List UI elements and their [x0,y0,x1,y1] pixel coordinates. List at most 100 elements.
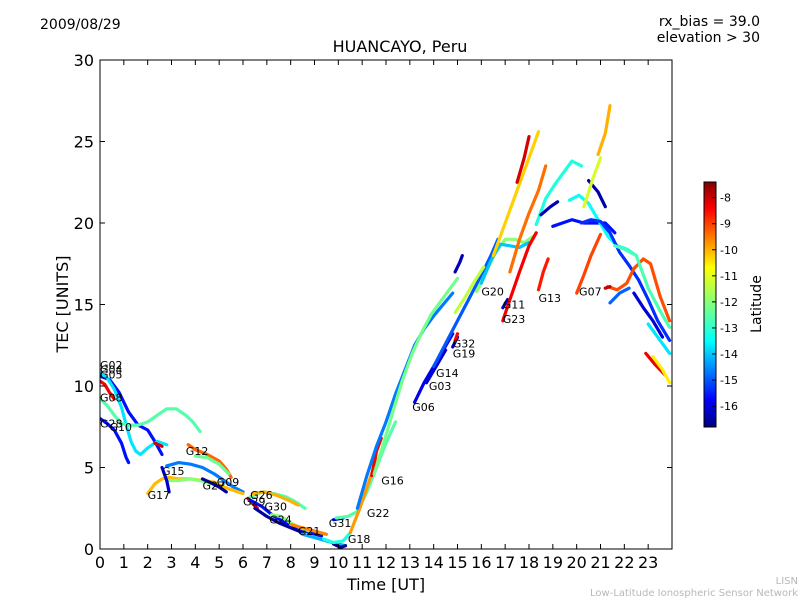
prn-label: G22 [367,507,390,520]
y-axis-label: TEC [UNITS] [53,256,72,354]
y-tick-label: 10 [74,377,94,396]
satellite-trace-g09 [160,465,171,494]
colorbar-tick-label: -9 [720,218,731,231]
colorbar-tick-label: -12 [720,296,738,309]
y-tick-label: 5 [84,459,94,478]
footer-network-full: Low-Latitude Ionospheric Sensor Network [590,588,798,599]
prn-label: G05 [100,369,123,382]
satellite-trace-g07e [596,104,612,157]
prn-label: G28 [100,417,123,430]
x-tick-label: 3 [166,553,176,572]
satellite-trace-g23b [508,164,548,274]
prn-label: G10 [110,421,133,434]
satellite-trace-g32b [453,265,486,315]
y-tick-label: 20 [74,214,94,233]
prn-label: G30 [264,501,287,514]
prn-label: G18 [348,533,371,546]
x-tick-label: 11 [352,553,372,572]
prn-label: G16 [381,475,404,488]
x-tick-label: 4 [190,553,200,572]
x-tick-label: 15 [447,553,467,572]
colorbar-tick-label: -8 [720,192,731,205]
prn-label: G07 [579,285,602,298]
satellite-trace-g23c [515,135,531,184]
prn-label: G04 [100,364,123,377]
prn-label: G12 [186,445,209,458]
colorbar-tick-label: -10 [720,244,738,257]
prn-label: G03 [429,380,452,393]
x-tick-label: 10 [328,553,348,572]
colorbar-label: Latitude [749,275,765,333]
series-layer [100,104,672,549]
satellite-trace-g07c [579,218,672,342]
x-tick-label: 22 [614,553,634,572]
prn-label: G08 [100,391,123,404]
prn-label: G02 [100,359,123,372]
satellite-trace-g13d [539,200,560,217]
prn-label: G19 [453,347,476,360]
x-tick-label: 6 [238,553,248,572]
satellite-trace-g25e [632,291,665,339]
colorbar-tick-label: -11 [720,270,738,283]
colorbar-ticks: -8 -9 -10 -11 -12 -13 -14 -15 -16 [712,192,738,413]
x-axis-label: Time [UT] [346,575,425,594]
satellite-trace-g26b [250,490,300,507]
satellite-trace-g14 [432,237,500,368]
prn-label: G27 [202,479,225,492]
colorbar [703,181,717,428]
satellite-trace-g15 [165,461,245,494]
satellite-trace-g30 [248,498,324,538]
satellite-trace-g07f [582,156,603,209]
prn-label: G20 [481,285,504,298]
prn-label: G24 [269,514,292,527]
x-tick-label: 13 [400,553,420,572]
prn-label: G23 [503,313,526,326]
prn-label: G32 [453,338,476,351]
satellite-trace-g25d [613,244,672,329]
x-tick-label: 2 [143,553,153,572]
satellite-trace-g05 [100,379,116,401]
satellite-trace-g27 [200,477,228,494]
satellite-trace-g23 [501,231,538,323]
satellite-trace-g32c [453,254,464,274]
satellite-trace-g03 [424,348,448,385]
x-tick-label: 14 [423,553,443,572]
footer-network-short: LISN [775,576,798,587]
x-tick-label: 20 [566,553,586,572]
prn-label: G26 [250,489,273,502]
prn-label: G17 [148,489,171,502]
satellite-trace-g08 [100,397,202,434]
plot-date: 2009/08/29 [40,17,121,33]
x-tick-label: 21 [590,553,610,572]
satellite-trace-g28c [646,322,672,355]
colorbar-tick-label: -13 [720,322,738,335]
x-tick-label: 17 [495,553,515,572]
chart-title: HUANCAYO, Peru [332,37,468,56]
x-tick-label: 5 [214,553,224,572]
prn-label: G21 [298,525,321,538]
colorbar-tick-label: -14 [720,348,738,361]
x-tick-label: 16 [471,553,491,572]
x-tick-label: 9 [309,553,319,572]
prn-label: G29 [243,496,266,509]
satellite-trace-g10 [100,417,131,465]
satellite-trace-g32 [453,332,460,342]
satellite-trace-g24 [253,506,305,535]
satellite-trace-g13 [536,257,550,292]
colorbar-tick-label: -16 [720,400,738,413]
satellite-trace-g25b [603,285,612,290]
satellite-trace-g07 [575,232,603,295]
satellite-trace-g20b [479,241,531,285]
x-tick-label: 19 [543,553,563,572]
satellite-trace-g04 [100,371,169,457]
satellite-trace-g17b [165,477,212,486]
prn-label: G31 [329,517,352,530]
axis-ticks: 0 1 2 3 4 5 6 7 8 9 10 11 12 13 14 15 16 17 18 19 20 21 22 2305… [74,51,672,572]
x-tick-label: 18 [519,553,539,572]
satellite-trace-g18b [322,531,352,545]
x-tick-label: 12 [376,553,396,572]
satellite-trace-g13b [534,159,583,227]
y-tick-label: 25 [74,133,94,152]
